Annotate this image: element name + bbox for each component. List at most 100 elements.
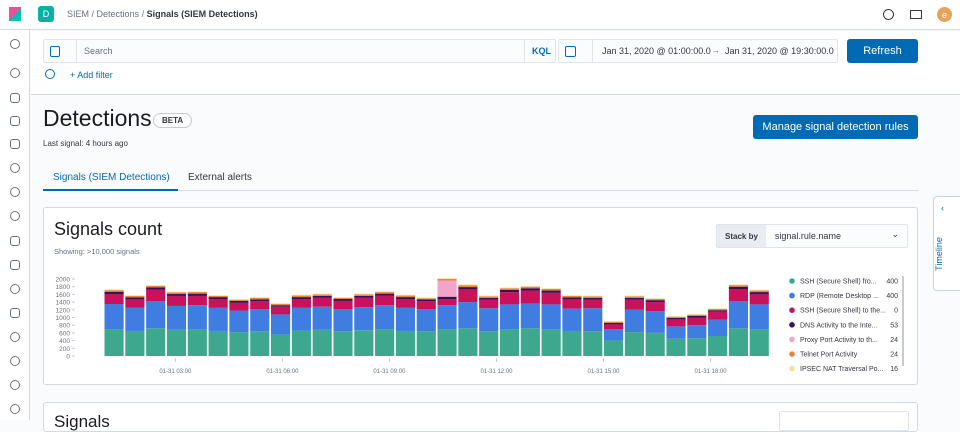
nav-icon[interactable]: [10, 356, 20, 366]
bar-segment: [458, 284, 478, 286]
search-placeholder: Search: [84, 46, 113, 56]
bar-segment: [146, 289, 166, 302]
signals-panel: Signals: [43, 402, 918, 432]
panel-title: Signals count: [54, 219, 163, 239]
bar-segment: [333, 297, 353, 298]
nav-icon[interactable]: [10, 39, 20, 49]
bar-segment: [687, 317, 707, 326]
x-tick-label: 01-31 03:00: [159, 369, 192, 375]
manage-rules-button[interactable]: Manage signal detection rules: [753, 115, 918, 139]
avatar[interactable]: e: [937, 7, 952, 22]
bar-segment: [250, 301, 270, 310]
bar-segment: [395, 307, 416, 331]
bar-segment: [499, 329, 520, 356]
bar-segment: [208, 295, 228, 298]
legend-swatch: [789, 292, 795, 299]
bar-segment: [291, 307, 311, 331]
nav-icon[interactable]: [10, 139, 20, 149]
nav-icon[interactable]: [10, 260, 20, 270]
legend-swatch: [789, 336, 795, 343]
refresh-button[interactable]: Refresh: [847, 39, 918, 63]
nav-icon[interactable]: [10, 68, 20, 78]
bar-segment: [187, 292, 207, 294]
legend-count: 16: [890, 366, 898, 373]
end-date[interactable]: Jan 31, 2020 @ 19:30:00.0: [725, 46, 834, 56]
bar-segment: [395, 299, 416, 308]
nav-icon[interactable]: [10, 284, 20, 294]
bar-segment: [645, 311, 665, 333]
timeline-tab[interactable]: ‹ Timeline: [933, 196, 960, 291]
add-filter[interactable]: + Add filter: [70, 70, 113, 80]
page-title: Detections: [43, 105, 152, 131]
tab[interactable]: External alerts: [188, 172, 252, 183]
y-tick-label: 1800: [56, 284, 71, 291]
help-icon[interactable]: [883, 9, 894, 20]
news-icon[interactable]: [910, 10, 922, 19]
saved-query-icon[interactable]: [50, 46, 60, 57]
space-badge[interactable]: D: [38, 6, 54, 22]
bar-segment: [395, 295, 416, 298]
bar-segment: [666, 317, 686, 320]
bar-segment: [291, 299, 311, 308]
x-tick-label: 01-31 15:00: [587, 369, 620, 375]
bar-segment: [291, 330, 311, 356]
bar-segment: [479, 308, 499, 332]
bar-segment: [499, 304, 520, 330]
search-bar[interactable]: Search KQL: [43, 39, 556, 63]
bar-segment: [728, 286, 749, 290]
nav-icon[interactable]: [10, 332, 20, 342]
nav-icon[interactable]: [10, 236, 20, 246]
filter-icon[interactable]: [45, 69, 55, 79]
bar-segment: [125, 297, 145, 300]
calendar-icon[interactable]: [565, 46, 576, 57]
bar-segment: [375, 291, 395, 293]
breadcrumb[interactable]: SIEM: [67, 9, 90, 19]
tab-active[interactable]: Signals (SIEM Detections): [53, 172, 170, 183]
bar-segment: [166, 291, 187, 293]
x-tick-label: 01-31 18:00: [695, 369, 728, 375]
bar-segment: [583, 296, 603, 298]
nav-icon[interactable]: [10, 163, 20, 173]
bar-segment: [375, 292, 395, 294]
bar-segment: [583, 297, 603, 300]
nav-icon[interactable]: [10, 187, 20, 197]
bar-segment: [562, 330, 582, 356]
nav-icon[interactable]: [10, 308, 20, 318]
nav-icon[interactable]: [10, 93, 20, 103]
breadcrumb[interactable]: Detections: [96, 9, 140, 19]
bar-segment: [416, 299, 436, 302]
bar-segment: [624, 299, 644, 310]
bar-segment: [437, 329, 457, 356]
bar-segment: [125, 307, 145, 331]
nav-icon[interactable]: [10, 380, 20, 390]
bar-segment: [562, 297, 582, 300]
bar-segment: [291, 297, 311, 300]
bar-segment: [458, 289, 478, 303]
bar-segment: [624, 309, 644, 333]
bar-segment: [250, 297, 270, 300]
y-tick-label: 1000: [56, 315, 71, 322]
bar-segment: [229, 310, 249, 333]
bar-segment: [708, 335, 728, 356]
kql-toggle[interactable]: KQL: [532, 46, 551, 56]
bar-segment: [583, 308, 603, 332]
bar-segment: [624, 295, 644, 297]
bar-segment: [229, 299, 249, 300]
legend-swatch: [789, 307, 795, 314]
bar-segment: [520, 328, 540, 356]
logo[interactable]: [9, 7, 21, 21]
start-date[interactable]: Jan 31, 2020 @ 01:00:00.0: [602, 46, 711, 56]
nav-icon[interactable]: [10, 404, 20, 414]
stack-by-select[interactable]: Stack by signal.rule.name ⌄: [716, 224, 908, 248]
nav-icon[interactable]: [10, 211, 20, 221]
bar-segment: [687, 314, 707, 316]
bar-segment: [728, 301, 749, 329]
bar-segment: [416, 297, 436, 299]
date-picker[interactable]: Jan 31, 2020 @ 01:00:00.0 → Jan 31, 2020…: [558, 39, 838, 63]
nav-icon[interactable]: [10, 116, 20, 126]
bar-segment: [749, 290, 769, 293]
bar-segment: [687, 314, 707, 315]
y-tick-label: 200: [59, 346, 70, 353]
bar-segment: [604, 322, 624, 325]
bar-segment: [458, 302, 478, 329]
